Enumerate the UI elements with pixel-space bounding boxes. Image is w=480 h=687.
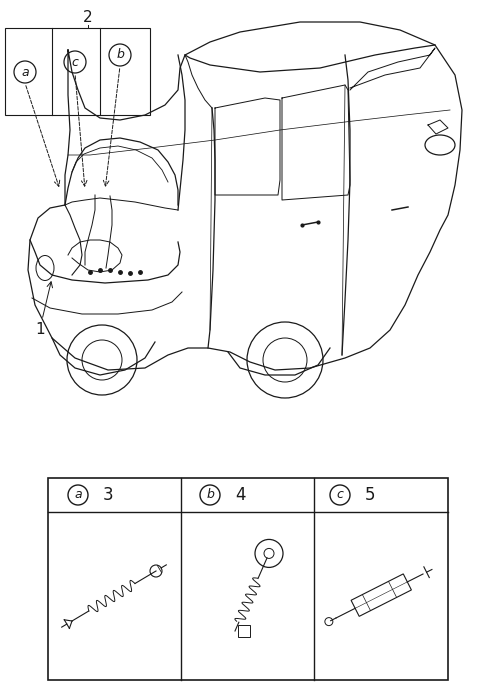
Text: 1: 1 bbox=[35, 322, 45, 337]
Text: c: c bbox=[72, 56, 78, 69]
Bar bbox=[5, 28, 150, 115]
Text: c: c bbox=[336, 488, 343, 502]
Text: 5: 5 bbox=[365, 486, 375, 504]
Text: a: a bbox=[74, 488, 82, 502]
Bar bbox=[48, 478, 448, 680]
Text: a: a bbox=[21, 65, 29, 78]
Text: 3: 3 bbox=[103, 486, 113, 504]
Text: b: b bbox=[116, 49, 124, 62]
Text: 4: 4 bbox=[235, 486, 245, 504]
Text: b: b bbox=[206, 488, 214, 502]
Text: 2: 2 bbox=[83, 10, 93, 25]
